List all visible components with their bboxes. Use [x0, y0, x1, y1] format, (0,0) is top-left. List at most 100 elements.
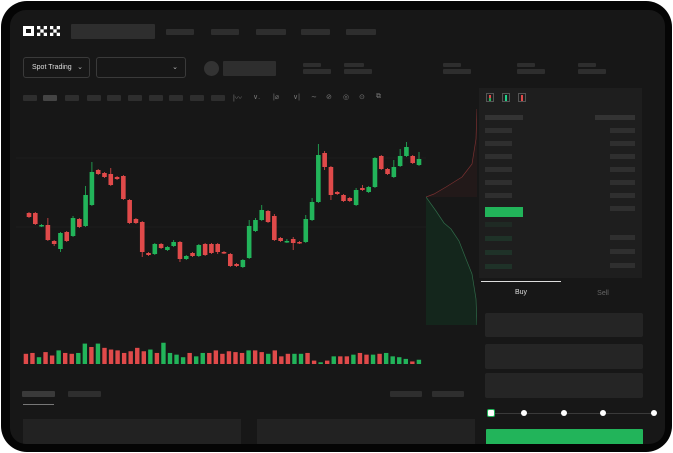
- ask-size: [610, 128, 635, 133]
- bid-price: [485, 250, 512, 255]
- volume-bar: [403, 358, 408, 364]
- volume-bar: [63, 352, 68, 364]
- draw-icon[interactable]: ◎: [343, 94, 350, 101]
- timeframe-button[interactable]: [43, 95, 57, 101]
- orderbook-both-icon[interactable]: [486, 93, 494, 102]
- stat-label: [303, 63, 321, 67]
- candle-up: [397, 156, 403, 166]
- bid-size: [610, 235, 635, 240]
- draw-icon[interactable]: ∼: [311, 94, 317, 101]
- draw-icon[interactable]: ⊘: [326, 94, 332, 101]
- total-input[interactable]: [485, 373, 643, 398]
- indicator-icon[interactable]: |〰: [233, 95, 242, 102]
- timeframe-button[interactable]: [23, 95, 37, 101]
- candlestick-chart[interactable]: [16, 106, 426, 371]
- candle-up: [83, 195, 88, 226]
- candle-down: [51, 241, 57, 244]
- chevron-down-icon: ⌄: [77, 64, 83, 71]
- volume-bar: [383, 352, 389, 364]
- nav-item[interactable]: [346, 29, 376, 35]
- price-input[interactable]: [485, 313, 643, 337]
- draw-icon[interactable]: ⊙: [359, 94, 365, 101]
- pair-dropdown[interactable]: ⌄: [96, 57, 186, 78]
- timeframe-button[interactable]: [211, 95, 225, 101]
- ask-price: [485, 141, 512, 146]
- candle-down: [341, 195, 346, 201]
- volume-bar: [23, 353, 29, 364]
- candle-down: [108, 174, 114, 185]
- volume-bar: [187, 352, 192, 364]
- indicator-icon[interactable]: |⌀: [273, 94, 280, 101]
- timeframe-button[interactable]: [190, 95, 204, 101]
- candle-down: [385, 169, 390, 174]
- orderbook-asks-icon[interactable]: [518, 93, 526, 102]
- volume-bar: [377, 353, 382, 364]
- last-price[interactable]: [485, 207, 523, 217]
- slider-handle[interactable]: [487, 409, 495, 417]
- stat-value: [344, 69, 372, 74]
- indicator-icon[interactable]: ∨.: [253, 94, 261, 101]
- timeframe-button[interactable]: [149, 95, 163, 101]
- candle-up: [70, 218, 76, 236]
- stat-value: [517, 69, 545, 74]
- slider-track: [491, 413, 655, 414]
- nav-item[interactable]: [301, 29, 330, 35]
- bid-size: [610, 263, 635, 268]
- tab-open-orders[interactable]: [22, 391, 55, 397]
- ask-size: [610, 180, 635, 185]
- slider-stop[interactable]: [600, 410, 606, 416]
- search-bar[interactable]: [71, 24, 155, 39]
- slider-stop[interactable]: [521, 410, 527, 416]
- volume-bar: [285, 353, 291, 364]
- volume-bar: [305, 352, 310, 364]
- volume-bar: [102, 347, 107, 364]
- amount-input[interactable]: [485, 344, 643, 369]
- timeframe-button[interactable]: [87, 95, 101, 101]
- okx-logo[interactable]: [23, 25, 63, 37]
- slider-stop[interactable]: [561, 410, 567, 416]
- timeframe-button[interactable]: [107, 95, 121, 101]
- slider-stop[interactable]: [651, 410, 657, 416]
- tab-buy[interactable]: Buy: [514, 289, 528, 296]
- candle-up: [152, 244, 158, 254]
- volume-bar: [69, 353, 74, 364]
- leverage-slider[interactable]: [487, 409, 657, 419]
- volume-bar: [174, 354, 179, 364]
- candle-up: [171, 242, 176, 246]
- candle-up: [183, 256, 189, 259]
- nav-item[interactable]: [166, 29, 194, 35]
- market-type-dropdown[interactable]: Spot Trading ⌄: [23, 57, 90, 78]
- ask-price: [485, 167, 512, 172]
- candle-up: [391, 167, 397, 177]
- tab-sell[interactable]: Sell: [597, 290, 609, 297]
- volume-bar: [115, 350, 120, 364]
- ask-size: [610, 141, 635, 146]
- candle-up: [366, 187, 371, 192]
- candle-down: [322, 153, 327, 167]
- volume-bar: [76, 352, 81, 364]
- stat-label: [578, 63, 596, 67]
- candle-down: [64, 232, 70, 241]
- filter-button[interactable]: [390, 391, 422, 397]
- tab-order-history[interactable]: [68, 391, 101, 397]
- timeframe-button[interactable]: [128, 95, 142, 101]
- candle-down: [32, 213, 38, 224]
- bid-price: [485, 222, 512, 227]
- nav-item[interactable]: [256, 29, 286, 35]
- timeframe-button[interactable]: [65, 95, 79, 101]
- stat-value: [578, 69, 606, 74]
- filter-button[interactable]: [432, 391, 464, 397]
- buy-button[interactable]: [486, 429, 643, 444]
- draw-icon[interactable]: ⧉: [376, 93, 381, 100]
- nav-item[interactable]: [211, 29, 239, 35]
- market-type-label: Spot Trading: [32, 64, 72, 71]
- candle-down: [139, 222, 145, 252]
- candle-up: [416, 159, 422, 165]
- volume-bar: [246, 350, 251, 364]
- candle-down: [190, 253, 195, 256]
- timeframe-button[interactable]: [169, 95, 183, 101]
- volume-bar: [311, 360, 317, 364]
- orderbook-bids-icon[interactable]: [502, 93, 510, 102]
- stat-value: [303, 69, 331, 74]
- indicator-icon[interactable]: ∨|: [293, 94, 300, 101]
